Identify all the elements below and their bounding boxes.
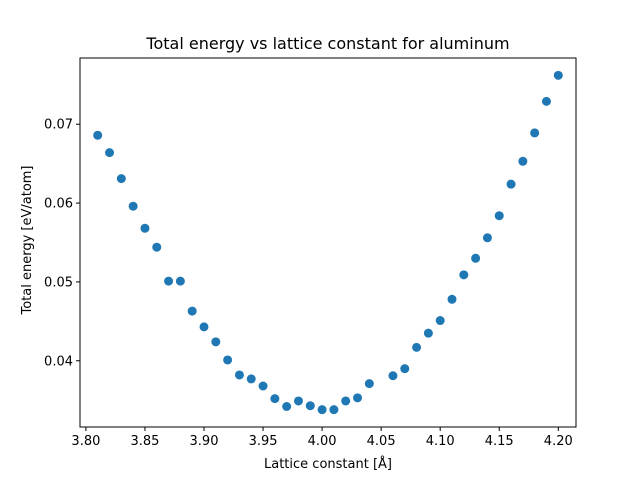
data-point: [341, 396, 351, 406]
plot-frame: [79, 57, 577, 428]
data-point: [152, 242, 162, 252]
x-tick-label: 3.80: [71, 434, 100, 449]
x-tick-label: 4.05: [367, 434, 396, 449]
data-point: [270, 394, 280, 404]
data-point: [293, 396, 303, 406]
data-point: [459, 270, 469, 280]
x-tick-label: 4.10: [426, 434, 455, 449]
y-tick-label: 0.06: [44, 197, 73, 212]
data-point: [364, 379, 374, 389]
data-point: [506, 179, 516, 189]
chart-title: Total energy vs lattice constant for alu…: [145, 34, 509, 53]
data-point: [482, 233, 492, 243]
y-tick-label: 0.07: [44, 118, 73, 133]
data-point: [199, 322, 209, 332]
data-point: [140, 223, 150, 233]
data-point: [388, 371, 398, 381]
data-point: [223, 355, 233, 365]
data-point: [105, 148, 115, 158]
data-point: [128, 201, 138, 211]
data-point: [305, 401, 315, 411]
data-points: [93, 70, 563, 415]
x-tick-label: 4.20: [544, 434, 573, 449]
data-point: [471, 253, 481, 263]
data-point: [187, 306, 197, 316]
data-point: [435, 316, 445, 326]
x-axis-label: Lattice constant [Å]: [264, 456, 392, 472]
data-point: [553, 70, 563, 80]
data-point: [447, 294, 457, 304]
y-axis-ticks: 0.04 0.05 0.06 0.07: [44, 118, 80, 369]
data-point: [175, 276, 185, 286]
data-point: [353, 393, 363, 403]
y-tick-label: 0.05: [44, 275, 73, 290]
data-point: [246, 374, 256, 384]
data-point: [258, 381, 268, 391]
data-point: [329, 405, 339, 415]
x-tick-label: 3.95: [249, 434, 278, 449]
data-point: [211, 337, 221, 347]
data-point: [412, 342, 422, 352]
data-point: [282, 402, 292, 411]
x-axis-ticks: 3.80 3.85 3.90 3.95 4.00 4.05 4.10 4.15 4.20: [71, 427, 573, 449]
data-point: [494, 211, 504, 221]
data-point: [530, 128, 540, 138]
data-point: [317, 405, 327, 415]
x-tick-label: 3.90: [190, 434, 219, 449]
data-point: [164, 276, 174, 286]
data-point: [518, 156, 528, 166]
data-point: [93, 130, 103, 140]
data-point: [400, 364, 410, 374]
y-tick-label: 0.04: [44, 354, 73, 369]
data-point: [541, 96, 551, 106]
y-axis-label: Total energy [eV/atom]: [20, 165, 35, 315]
x-tick-label: 4.15: [485, 434, 514, 449]
x-tick-label: 3.85: [130, 434, 159, 449]
x-tick-label: 4.00: [308, 434, 337, 449]
data-point: [423, 328, 433, 338]
data-point: [234, 370, 244, 380]
data-point: [116, 174, 126, 184]
